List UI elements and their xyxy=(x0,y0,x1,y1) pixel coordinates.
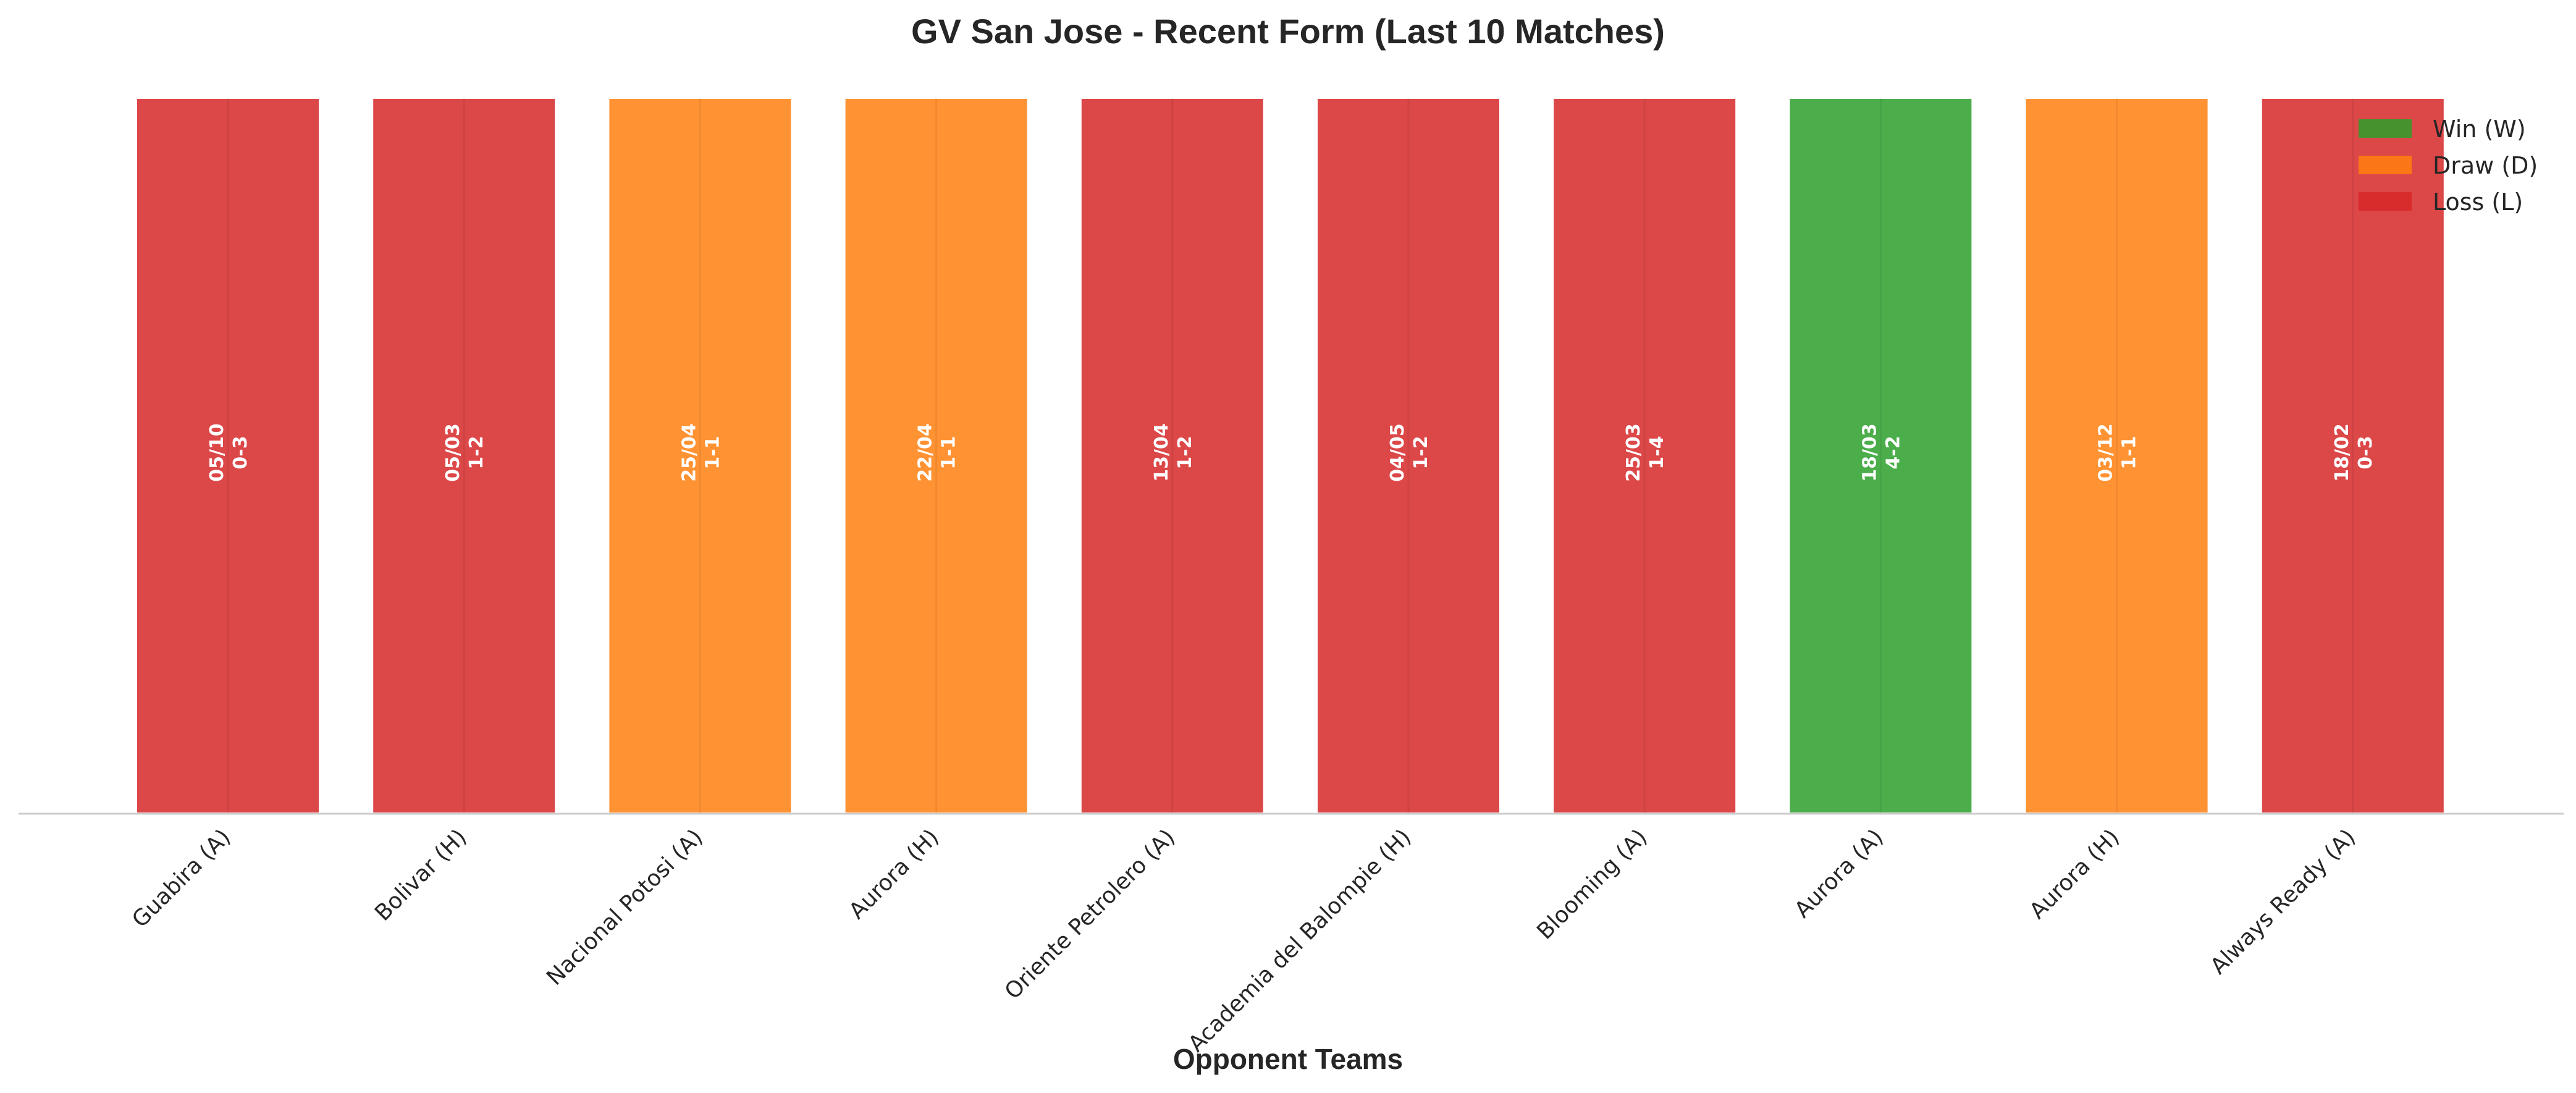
x-tick-label: Always Ready (A) xyxy=(2205,824,2360,979)
bar-10 xyxy=(2259,96,2446,815)
bar-date-label: 05/03 xyxy=(442,423,464,481)
legend-label-l: Loss (L) xyxy=(2433,188,2523,216)
bar-score-label: 0-3 xyxy=(230,436,251,469)
bar-data-label: 03/12 1-1 xyxy=(2095,423,2140,481)
bar-date-label: 18/02 xyxy=(2331,423,2353,481)
x-tick-label: Guabira (A) xyxy=(127,824,235,932)
bar-data-label: 13/04 1-2 xyxy=(1151,423,1196,481)
bar-score-label: 1-2 xyxy=(1410,436,1432,469)
x-tick-label: Nacional Potosi (A) xyxy=(542,824,707,990)
bar-data-label: 18/02 0-3 xyxy=(2331,423,2376,481)
bar-date-label: 18/03 xyxy=(1859,423,1880,481)
bar-date-label: 13/04 xyxy=(1151,423,1172,481)
bar-4 xyxy=(843,96,1030,815)
bar-1 xyxy=(135,96,321,815)
bar-date-label: 25/04 xyxy=(678,423,700,481)
bar-score-label: 1-2 xyxy=(1174,436,1196,469)
bar-score-label: 1-1 xyxy=(702,436,723,469)
bar-7 xyxy=(1551,96,1738,815)
x-tick-labels: Guabira (A) Bolivar (H) Nacional Potosi (A… xyxy=(127,824,2360,1057)
bar-6 xyxy=(1315,96,1502,815)
bar-data-label: 22/04 1-1 xyxy=(915,423,960,481)
legend-label-d: Draw (D) xyxy=(2433,152,2538,179)
bar-date-label: 03/12 xyxy=(2095,423,2117,481)
bar-data-label: 04/05 1-2 xyxy=(1387,423,1432,481)
legend-swatch-d xyxy=(2359,156,2412,174)
bar-date-label: 05/10 xyxy=(206,423,228,481)
bar-2 xyxy=(371,96,558,815)
x-axis-title: Opponent Teams xyxy=(1173,1043,1403,1075)
x-tick-label: Academia del Balompie (H) xyxy=(1184,824,1416,1057)
x-tick-label: Aurora (H) xyxy=(844,824,944,924)
bar-date-label: 04/05 xyxy=(1387,423,1408,481)
bar-date-label: 25/03 xyxy=(1623,423,1644,481)
bar-score-label: 1-1 xyxy=(2119,436,2140,469)
x-tick-label: Aurora (A) xyxy=(1790,824,1888,922)
bar-score-label: 1-1 xyxy=(938,436,960,469)
x-tick-label: Bolivar (H) xyxy=(370,824,471,926)
chart-title: GV San Jose - Recent Form (Last 10 Match… xyxy=(911,12,1665,51)
bar-5 xyxy=(1079,96,1266,815)
bar-score-label: 0-3 xyxy=(2355,436,2376,469)
bar-data-label: 18/03 4-2 xyxy=(1859,423,1904,481)
bars-group: 05/10 0-3 05/03 1-2 25/04 1-1 22/04 1-1 13/04 1-2… xyxy=(135,96,2446,815)
bar-score-label: 4-2 xyxy=(1882,436,1904,469)
bar-3 xyxy=(607,96,794,815)
legend: Win (W) Draw (D) Loss (L) xyxy=(2359,116,2538,216)
bar-data-label: 05/10 0-3 xyxy=(206,423,251,481)
legend-swatch-l xyxy=(2359,192,2412,211)
bar-date-label: 22/04 xyxy=(915,423,937,481)
legend-swatch-w xyxy=(2359,119,2412,138)
bar-data-label: 05/03 1-2 xyxy=(442,423,487,481)
x-tick-label: Aurora (H) xyxy=(2025,824,2124,924)
bar-data-label: 25/04 1-1 xyxy=(678,423,723,481)
bar-score-label: 1-2 xyxy=(466,436,487,469)
legend-label-w: Win (W) xyxy=(2433,116,2526,143)
bar-score-label: 1-4 xyxy=(1646,436,1668,469)
bar-data-label: 25/03 1-4 xyxy=(1623,423,1668,481)
x-tick-label: Blooming (A) xyxy=(1532,824,1652,944)
x-tick-label: Oriente Petrolero (A) xyxy=(1000,824,1180,1004)
